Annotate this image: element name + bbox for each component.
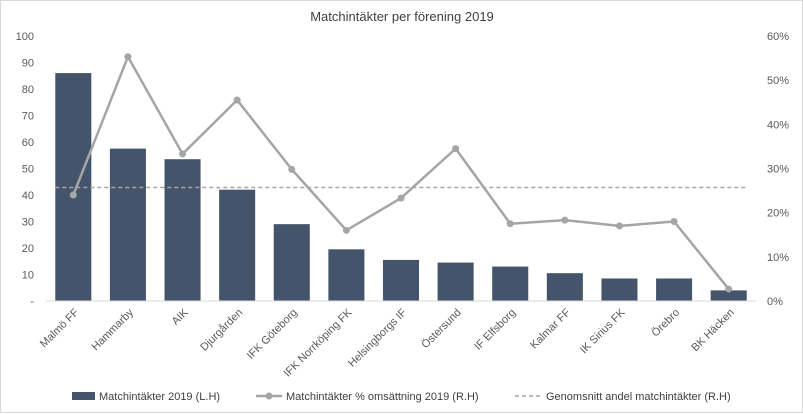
bar-matchintakter: [164, 159, 201, 301]
left-axis-tick-label: 20: [22, 243, 34, 255]
category-label: Örebro: [649, 307, 682, 340]
category-label: Kalmar FF: [528, 306, 573, 351]
legend-label-line: Matchintäkter % omsättning 2019 (R.H): [286, 391, 479, 403]
category-label: IF Elfsborg: [472, 307, 518, 353]
legend-swatch-line-marker: [265, 392, 273, 400]
percent-line-marker: [233, 96, 241, 104]
category-label: BK Häcken: [689, 307, 736, 354]
category-label: IFK Göteborg: [245, 307, 300, 362]
bar-matchintakter: [601, 278, 638, 301]
bar-matchintakter: [328, 249, 365, 301]
bar-matchintakter: [219, 189, 256, 301]
bar-matchintakter: [546, 273, 583, 301]
right-axis-tick-label: 40%: [767, 119, 789, 131]
percent-line-marker: [725, 285, 733, 293]
right-axis-tick-label: 20%: [767, 208, 789, 220]
percent-line-marker: [452, 145, 460, 153]
percent-line-marker: [506, 220, 514, 228]
category-label: Hammarby: [90, 306, 137, 353]
right-axis-tick-label: 50%: [767, 75, 789, 87]
category-label: AIK: [170, 306, 191, 327]
category-label: Djurgården: [198, 307, 245, 354]
right-axis-tick-label: 60%: [767, 31, 789, 43]
chart-title: Matchintäkter per förening 2019: [310, 9, 494, 24]
percent-line-marker: [397, 194, 405, 202]
right-axis-tick-label: 30%: [767, 164, 789, 176]
percent-line-marker: [670, 218, 678, 225]
category-label: Östersund: [419, 307, 463, 351]
left-axis-tick-label: 30: [22, 217, 34, 229]
legend-label-bar: Matchintäkter 2019 (L.H): [99, 391, 220, 403]
right-axis-tick-label: 0%: [767, 296, 783, 308]
percent-line-marker: [69, 191, 77, 199]
bar-matchintakter: [710, 290, 747, 301]
category-label: Malmö FF: [38, 306, 82, 350]
left-axis-tick-label: 90: [22, 58, 34, 70]
category-label: Helsingborgs IF: [346, 306, 409, 369]
left-axis-tick-label: 10: [22, 270, 34, 282]
bar-matchintakter: [437, 262, 474, 301]
category-label: IK Sirius FK: [578, 306, 628, 356]
percent-line-marker: [124, 53, 132, 61]
bar-matchintakter: [656, 278, 693, 301]
left-axis-tick-label: 100: [16, 31, 34, 43]
left-axis-tick-label: 50: [22, 164, 34, 176]
legend-label-average: Genomsnitt andel matchintäkter (R.H): [546, 391, 731, 403]
percent-line-marker: [561, 216, 569, 224]
percent-line-marker: [615, 222, 623, 230]
left-axis-tick-label: 80: [22, 84, 34, 96]
percent-line-marker: [342, 226, 350, 234]
percent-line-marker: [179, 150, 187, 158]
left-axis-tick-label: 70: [22, 111, 34, 123]
left-axis-tick-label: -: [30, 296, 34, 308]
left-axis-tick-label: 40: [22, 190, 34, 202]
bar-matchintakter: [109, 148, 146, 301]
percent-line-marker: [288, 165, 296, 173]
left-axis-tick-label: 60: [22, 137, 34, 149]
right-axis-tick-label: 10%: [767, 252, 789, 264]
bar-matchintakter: [492, 266, 529, 301]
legend-swatch-bar: [72, 392, 95, 400]
bar-matchintakter: [382, 259, 420, 301]
bar-matchintakter: [273, 224, 310, 301]
